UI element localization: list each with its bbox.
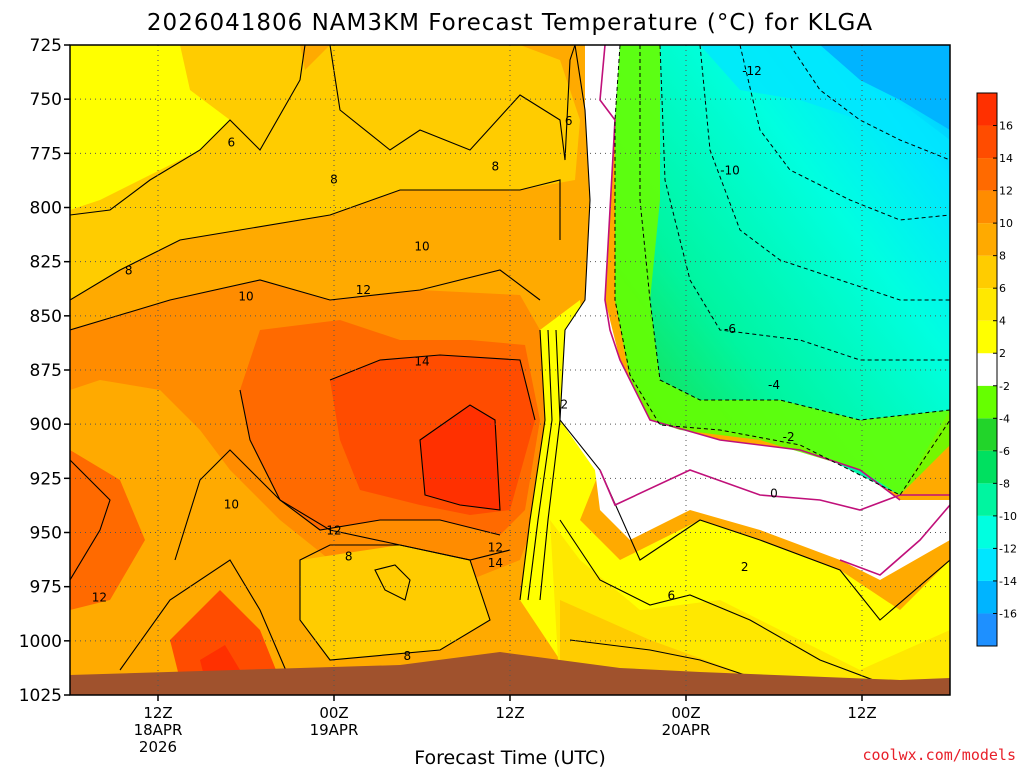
gridlines — [70, 45, 950, 695]
y-tick-label: 750 — [30, 90, 62, 110]
y-tick-label: 900 — [30, 415, 62, 435]
chart-title: 2026041806 NAM3KM Forecast Temperature (… — [147, 10, 873, 36]
contour-label: 0 — [770, 487, 778, 501]
contour-label: 2 — [560, 398, 568, 412]
colorbar: -16 -14 -12 -10 -8 -6 -4 -2 2 4 6 8 10 12 14 16 — [976, 92, 1017, 647]
colorbar-segment — [977, 613, 997, 646]
contour-label: 10 — [224, 497, 239, 511]
colorbar-segment — [977, 223, 997, 256]
colorbar-segment — [977, 353, 997, 386]
colorbar-segment — [977, 580, 997, 614]
contour-label: 10 — [238, 289, 253, 303]
colorbar-segment — [977, 450, 997, 484]
colorbar-tick-label: -14 — [999, 575, 1017, 588]
contour-label: 14 — [414, 354, 429, 368]
colorbar-tick-label: 2 — [999, 347, 1006, 360]
colorbar-tick-label: -8 — [999, 477, 1010, 490]
x-tick-label: 12Z — [143, 704, 172, 722]
colorbar-segment — [977, 418, 997, 451]
colorbar-tick-label: 16 — [999, 120, 1013, 133]
y-tick-label: 850 — [30, 307, 62, 327]
colorbar-tick-label: -16 — [999, 607, 1017, 620]
colorbar-tick-label: -10 — [999, 510, 1017, 523]
x-tick-date: 19APR — [310, 721, 359, 739]
y-tick-label: 950 — [30, 524, 62, 544]
contour-label: 8 — [404, 649, 412, 663]
colorbar-tick-label: -6 — [999, 445, 1010, 458]
colorbar-tick-label: 14 — [999, 152, 1013, 165]
y-tick-label: 725 — [30, 36, 62, 56]
x-tick-label: 12Z — [495, 704, 524, 722]
y-tick-label: 875 — [30, 361, 62, 381]
colorbar-tick-label: 8 — [999, 250, 1006, 263]
colorbar-segment — [977, 320, 997, 354]
contour-label: 6 — [668, 588, 676, 602]
contour-label: 12 — [488, 541, 503, 555]
colorbar-tick-label: 4 — [999, 315, 1006, 328]
colorbar-tick-label: 6 — [999, 282, 1006, 295]
x-tick-date: 20APR — [662, 721, 711, 739]
colorbar-segment — [977, 515, 997, 549]
y-tick-label: 925 — [30, 469, 62, 489]
contour-label: 12 — [356, 283, 371, 297]
x-axis-label: Forecast Time (UTC) — [414, 747, 605, 768]
x-tick-label: 00Z — [671, 704, 700, 722]
x-tick-label: 00Z — [319, 704, 348, 722]
contour-label: -10 — [720, 164, 740, 178]
y-tick-label: 1000 — [19, 632, 62, 652]
credit-link[interactable]: coolwx.com/models — [862, 746, 1016, 764]
colorbar-segment — [977, 548, 997, 581]
colorbar-segment — [977, 255, 997, 289]
contour-label: -6 — [724, 322, 736, 336]
colorbar-segment — [977, 125, 997, 159]
x-tick-date: 18APR — [134, 721, 183, 739]
contour-label: 8 — [492, 159, 500, 173]
colorbar-segment — [977, 93, 997, 126]
contour-label: 8 — [345, 549, 353, 563]
contour-label: 14 — [488, 556, 503, 570]
colorbar-tick-label: -12 — [999, 542, 1017, 555]
x-tick-year: 2026 — [139, 738, 177, 756]
colorbar-segment — [977, 190, 997, 224]
colorbar-frame — [976, 92, 998, 647]
contour-label: 6 — [565, 114, 573, 128]
contour-label: 8 — [125, 263, 133, 277]
y-tick-label: 1025 — [19, 686, 62, 706]
colorbar-tick-label: -4 — [999, 412, 1010, 425]
contour-label: 6 — [228, 136, 236, 150]
contour-label: 10 — [414, 240, 429, 254]
contour-label: -2 — [783, 430, 795, 444]
contour-label: 2 — [741, 560, 749, 574]
contour-label: 12 — [92, 591, 107, 605]
contour-label: -4 — [768, 378, 780, 392]
contour-label: 8 — [330, 172, 338, 186]
y-tick-label: 975 — [30, 578, 62, 598]
colorbar-tick-label: 10 — [999, 217, 1013, 230]
y-tick-label: 800 — [30, 199, 62, 219]
colorbar-tick-label: 12 — [999, 185, 1013, 198]
colorbar-segment — [977, 158, 997, 191]
contour-label: -12 — [742, 64, 762, 78]
contour-label: 12 — [326, 523, 341, 537]
y-tick-label: 775 — [30, 144, 62, 164]
y-tick-label: 825 — [30, 253, 62, 273]
x-tick-label: 12Z — [847, 704, 876, 722]
colorbar-tick-label: -2 — [999, 380, 1010, 393]
colorbar-segment — [977, 385, 997, 419]
y-axis: 725 750 775 800 825 850 875 900 925 950 975 1000 102… — [19, 36, 70, 706]
colorbar-segment — [977, 483, 997, 516]
colorbar-segment — [977, 288, 997, 321]
